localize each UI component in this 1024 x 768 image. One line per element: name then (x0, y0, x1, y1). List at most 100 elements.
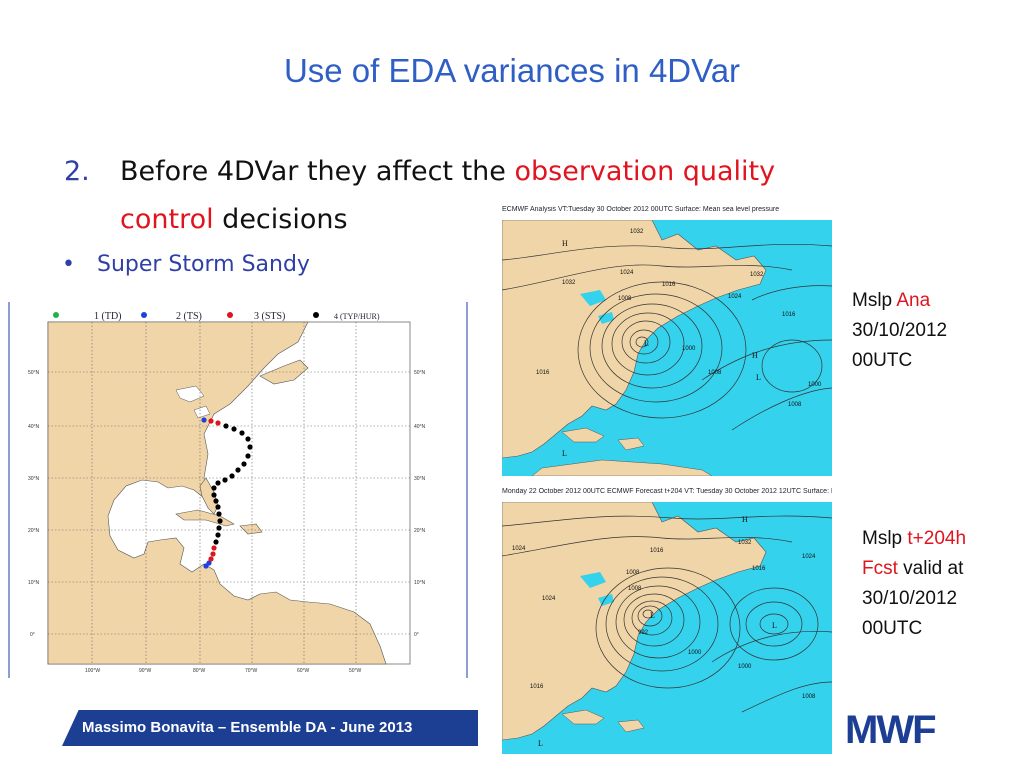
contour-label: 1000 (738, 664, 752, 670)
track-point (245, 436, 251, 442)
footer-banner: Massimo Bonavita – Ensemble DA - June 20… (62, 710, 478, 746)
label-forecast-time: 00UTC (862, 618, 923, 639)
lat-label-left: 20°N (28, 528, 40, 534)
track-point (247, 444, 253, 450)
point-text-part1: Before 4DVar they affect the (120, 156, 515, 187)
label-forecast-date: 30/10/2012 (862, 588, 958, 609)
label-analysis-time: 00UTC (852, 350, 913, 371)
lat-label-right: 30°N (414, 476, 426, 482)
contour-label: 1016 (536, 370, 550, 376)
lat-label-right: 50°N (414, 370, 426, 376)
pressure-mark: L (756, 373, 761, 382)
lat-label-left: 0° (30, 632, 35, 638)
track-point (216, 511, 222, 517)
land-analysis (502, 220, 767, 459)
label-forecast-lead: t+204h (907, 528, 967, 549)
point-number: 2. (64, 156, 90, 187)
contour-label: 1008 (788, 402, 802, 408)
pressure-mark: L (772, 621, 777, 630)
lon-label: 100°W (85, 668, 100, 674)
contour-label: 1008 (802, 694, 816, 700)
slide-title: Use of EDA variances in 4DVar (283, 52, 741, 89)
map-grid (48, 322, 410, 664)
lat-label-right: 20°N (414, 528, 426, 534)
label-analysis-date: 30/10/2012 (852, 320, 948, 341)
pressure-mark: L (650, 611, 655, 620)
label-analysis-prefix: Mslp (852, 290, 897, 311)
forecast-map-caption: Monday 22 October 2012 00UTC ECMWF Forec… (502, 488, 832, 495)
lon-label: 70°W (245, 668, 258, 674)
forecast-pressure-marks: H L L L (538, 515, 777, 748)
track-point (239, 430, 245, 436)
pressure-mark: H (742, 515, 748, 524)
track-map-svg: 1 (TD) 2 (TS) 3 (STS) 4 (TYP/HUR) (8, 302, 468, 678)
contour-label: 1032 (738, 540, 752, 546)
contour-label: 1016 (650, 548, 664, 554)
track-point (215, 532, 221, 538)
label-analysis: Mslp Ana 30/10/2012 00UTC (852, 286, 947, 376)
analysis-map-panel: ECMWF Analysis VT:Tuesday 30 October 201… (502, 206, 832, 476)
contour-label: 1016 (752, 566, 766, 572)
track-point (241, 461, 247, 467)
legend-dot-sts (227, 312, 233, 318)
contour-label: 1024 (728, 294, 742, 300)
contour-label: 1024 (620, 270, 634, 276)
track-legend: 1 (TD) 2 (TS) 3 (STS) 4 (TYP/HUR) (53, 311, 380, 322)
contour-label: 1032 (750, 272, 764, 278)
pressure-mark: L (562, 449, 567, 458)
track-point (213, 498, 219, 504)
lat-label-left: 50°N (28, 370, 40, 376)
track-point (216, 525, 222, 531)
legend-label-td: 1 (TD) (94, 311, 122, 322)
land-north-america (47, 321, 387, 665)
sub-bullet: • Super Storm Sandy (62, 252, 310, 277)
land-forecast-caribbean (561, 709, 645, 733)
track-point (235, 467, 241, 473)
sub-bullet-text: Super Storm Sandy (96, 252, 310, 277)
track-point (213, 539, 219, 545)
track-point (208, 418, 214, 424)
track-point (211, 545, 217, 551)
lon-label: 50°W (349, 668, 362, 674)
analysis-map-svg: 1032 1024 1032 1016 1024 1008 1000 1016 … (502, 220, 832, 476)
pressure-mark: H (752, 351, 758, 360)
track-point (206, 560, 212, 566)
contour-label: 1032 (630, 229, 644, 235)
forecast-isobars (502, 515, 832, 713)
contour-label: 1024 (542, 596, 556, 602)
lat-label-right: 40°N (414, 424, 426, 430)
legend-dot-td (53, 312, 59, 318)
track-point (208, 556, 214, 562)
analysis-isobars (502, 243, 832, 431)
land-forecast (502, 502, 767, 741)
track-point (211, 492, 217, 498)
lat-label-right: 10°N (414, 580, 426, 586)
analysis-map-caption: ECMWF Analysis VT:Tuesday 30 October 201… (502, 206, 780, 213)
legend-dot-ts (141, 312, 147, 318)
pressure-mark: H (562, 239, 568, 248)
track-point (231, 426, 237, 432)
legend-label-ts: 2 (TS) (176, 311, 202, 322)
contour-label: 1024 (512, 546, 526, 552)
label-analysis-highlight: Ana (896, 290, 931, 311)
point-text: Before 4DVar they affect the observation… (120, 148, 880, 244)
ecmwf-logo: MWF (845, 708, 937, 752)
point-highlight-1: observation quality (514, 156, 776, 187)
track-point (210, 551, 216, 557)
forecast-map-panel: Monday 22 October 2012 00UTC ECMWF Forec… (502, 488, 832, 754)
analysis-labels: 1032 1024 1032 1016 1024 1008 1000 1016 … (536, 229, 822, 408)
lat-labels: 50°N 40°N 30°N 20°N 10°N 0° 50°N 40°N 30… (28, 370, 426, 638)
lon-label: 80°W (193, 668, 206, 674)
track-point (245, 453, 251, 459)
forecast-map-svg: 1024 1016 1008 1032 1016 1024 1024 1008 … (502, 502, 832, 754)
label-forecast-valid: valid at (897, 558, 964, 579)
track-point (229, 473, 235, 479)
contour-label: 992 (638, 630, 649, 636)
bullet-dot: • (62, 252, 75, 277)
track-point (215, 420, 221, 426)
contour-label: 1016 (530, 684, 544, 690)
land-hispaniola (239, 523, 263, 535)
lat-label-left: 30°N (28, 476, 40, 482)
label-forecast: Mslp t+204h Fcst valid at 30/10/2012 00U… (862, 524, 966, 644)
legend-dot-hur (313, 312, 319, 318)
